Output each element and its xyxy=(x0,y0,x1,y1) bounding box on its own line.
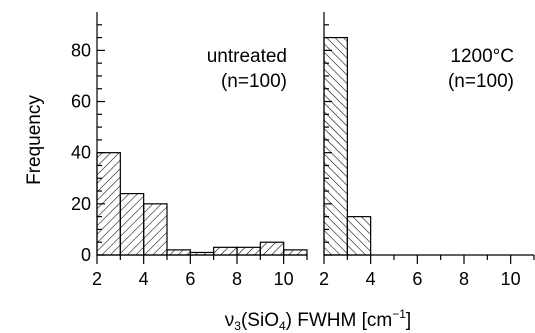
x-title-end: ] xyxy=(406,310,411,331)
right-x-tick-label-6: 6 xyxy=(412,269,422,289)
right-x-tick-label-8: 8 xyxy=(459,269,469,289)
left-y-tick-label-80: 80 xyxy=(71,40,91,60)
left-x-tick-label-10: 10 xyxy=(274,269,294,289)
x-title-sub2: 4 xyxy=(279,319,286,333)
left-y-tick-label-60: 60 xyxy=(71,92,91,112)
right-x-tick-label-2: 2 xyxy=(319,269,329,289)
right-annotation-line-0: 1200°C xyxy=(450,46,514,67)
left-y-tick-label-40: 40 xyxy=(71,143,91,163)
right-x-tick-label-4: 4 xyxy=(366,269,376,289)
left-x-tick-label-2: 2 xyxy=(92,269,102,289)
left-y-tick-label-0: 0 xyxy=(81,245,91,265)
left-bar-5 xyxy=(213,247,237,255)
left-x-tick-label-6: 6 xyxy=(185,269,195,289)
panel-left: 0 20 40 60 80 2 4 6 8 10 untreated (n=100) xyxy=(71,12,308,289)
x-title-middle: (SiO xyxy=(241,310,279,331)
left-bar-1 xyxy=(120,193,144,255)
left-x-tick-label-8: 8 xyxy=(232,269,242,289)
left-bar-3 xyxy=(167,249,191,255)
x-title-prefix: ν xyxy=(225,310,235,331)
left-bar-8 xyxy=(283,249,307,255)
left-annotation-line-1: (n=100) xyxy=(221,71,287,92)
left-bar-2 xyxy=(143,203,167,255)
left-bar-4 xyxy=(190,252,214,255)
left-bar-7 xyxy=(260,242,284,255)
x-title-suffix: ) FWHM [cm xyxy=(286,310,393,331)
x-title-sup: −1 xyxy=(392,307,406,321)
panel-right: 2 4 6 8 10 1200°C (n=100) xyxy=(319,12,535,289)
right-bar-1 xyxy=(347,216,371,255)
right-x-tick-label-10: 10 xyxy=(501,269,521,289)
left-y-tick-label-20: 20 xyxy=(71,194,91,214)
left-annotation-line-0: untreated xyxy=(207,46,287,67)
right-bar-0 xyxy=(324,37,348,255)
x-axis-title: ν3(SiO4) FWHM [cm−1] xyxy=(225,307,411,333)
left-bar-0 xyxy=(97,152,121,255)
left-x-tick-label-4: 4 xyxy=(139,269,149,289)
left-bar-6 xyxy=(237,247,261,255)
right-annotation-line-1: (n=100) xyxy=(448,71,514,92)
y-axis-title: Frequency xyxy=(24,95,45,185)
x-title-sub: 3 xyxy=(234,319,241,333)
